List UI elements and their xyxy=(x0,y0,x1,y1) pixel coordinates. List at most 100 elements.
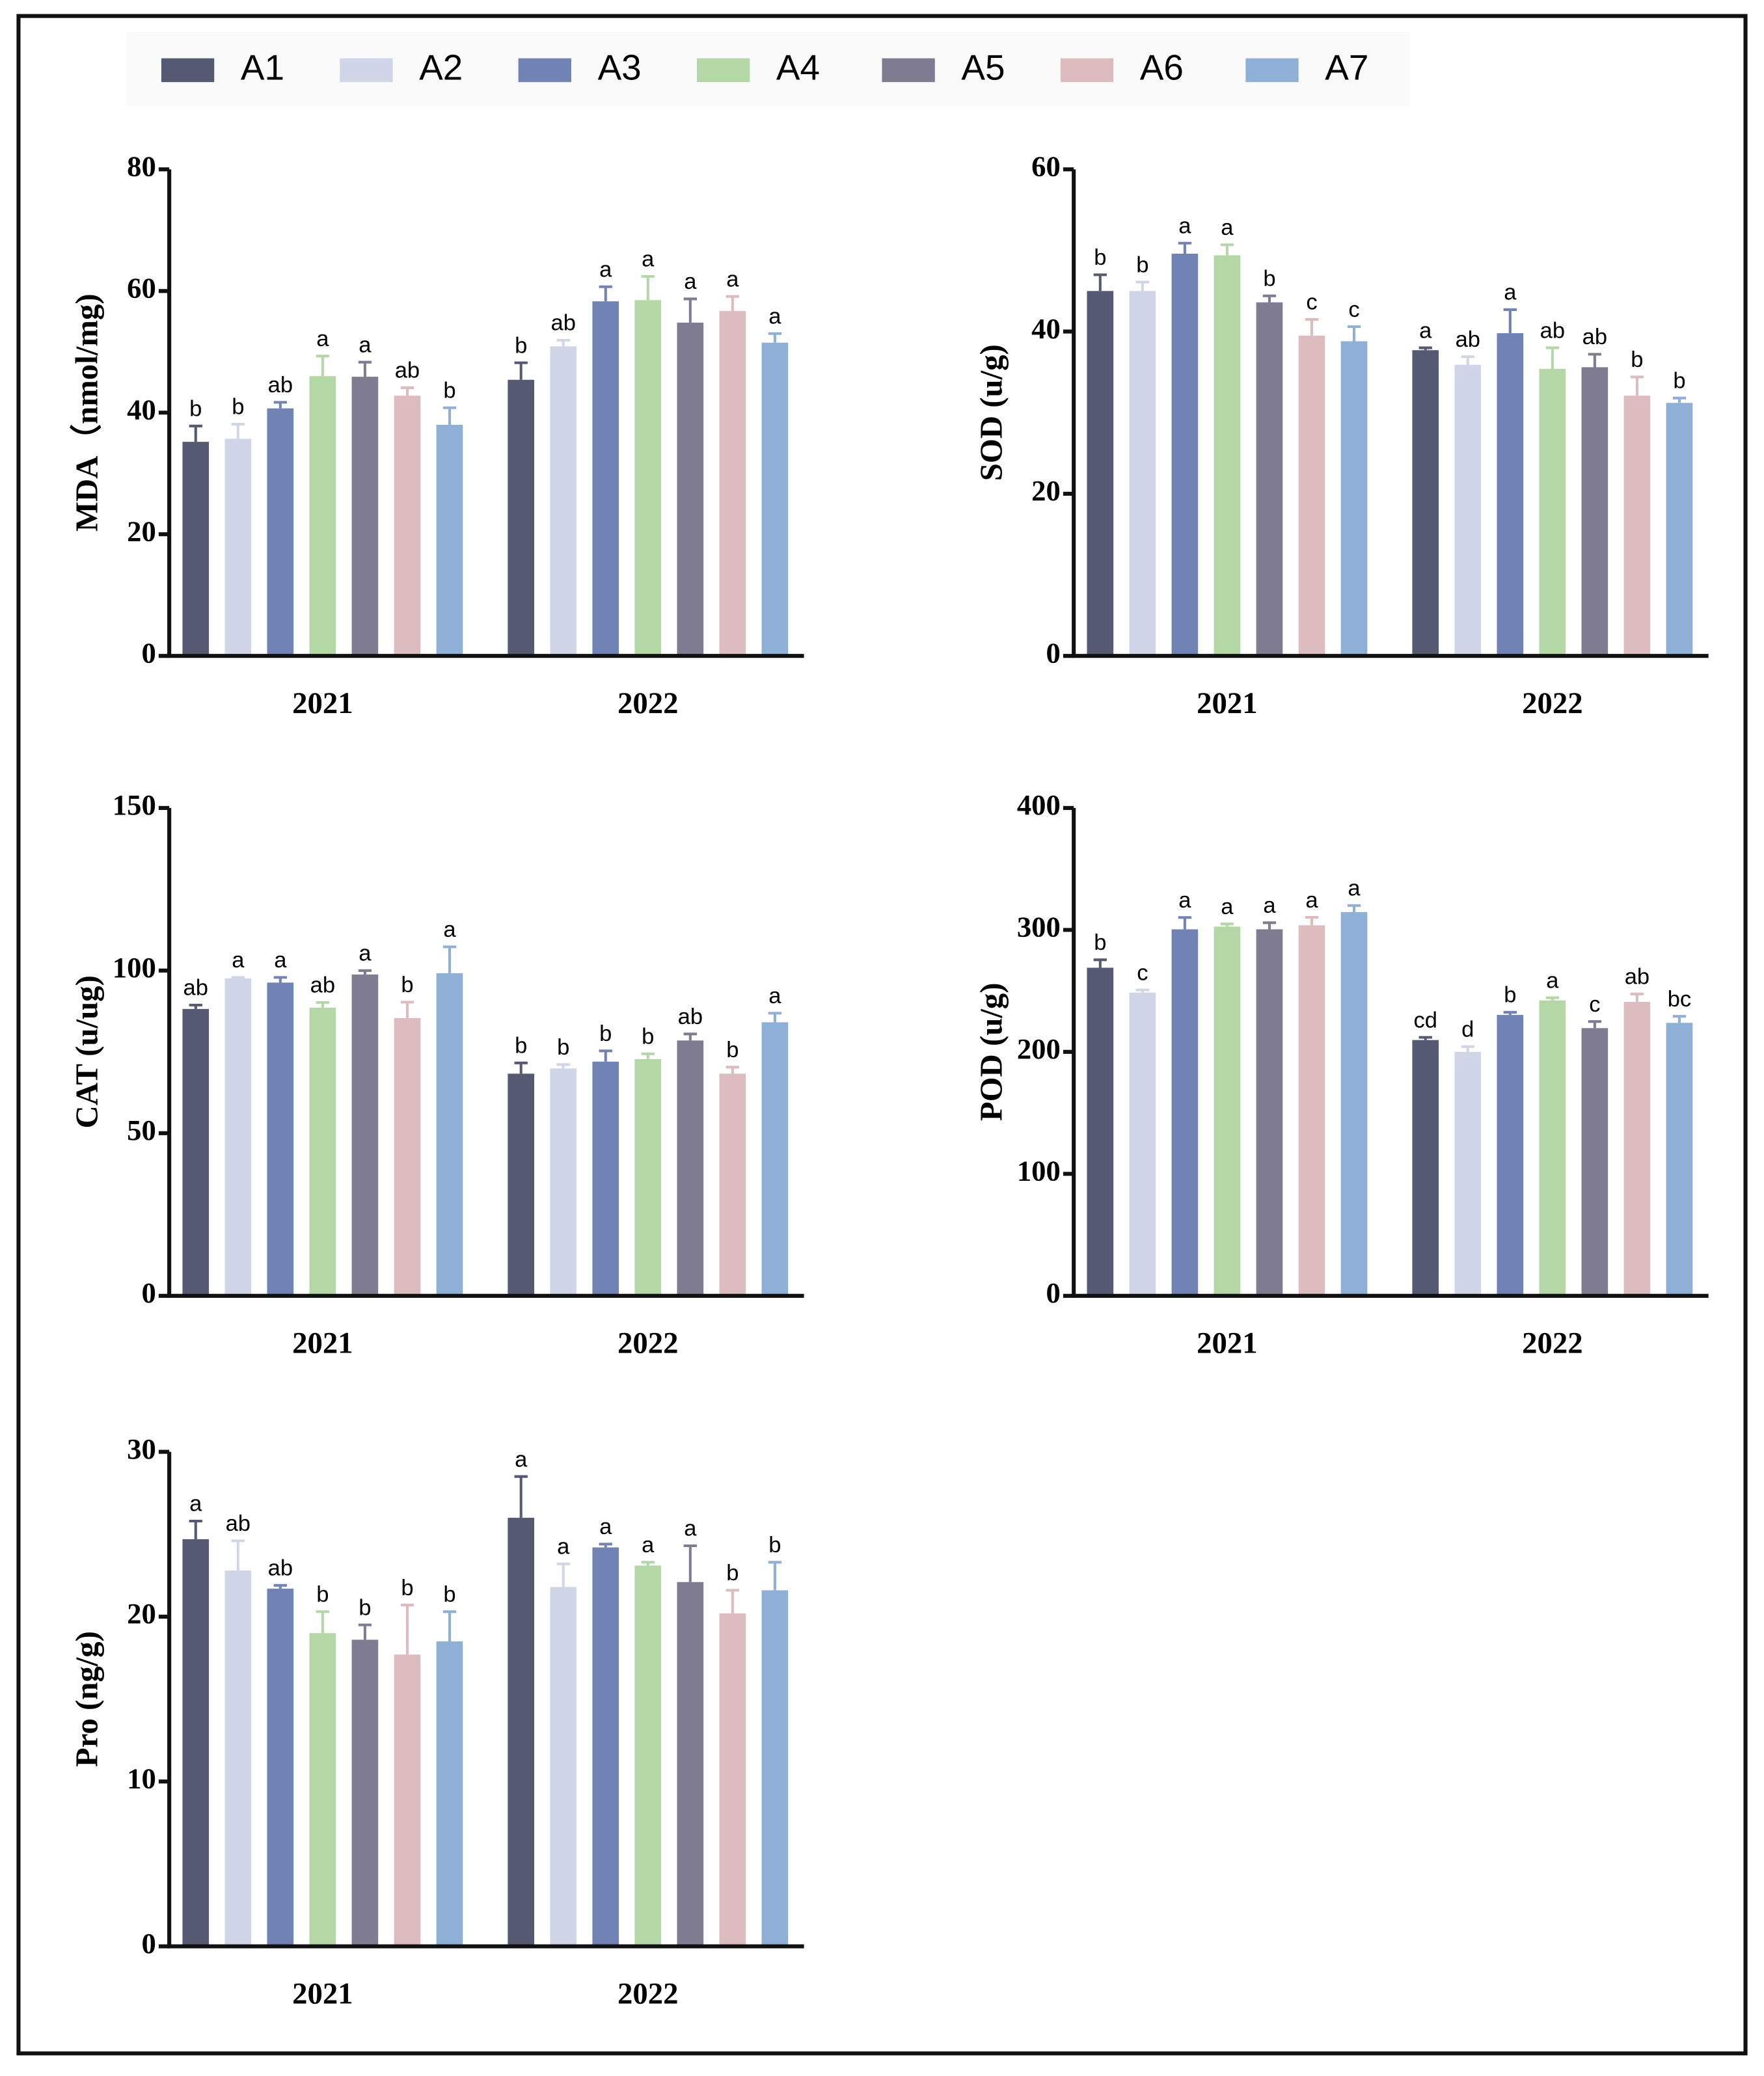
bar xyxy=(1497,333,1524,656)
y-tick-label: 0 xyxy=(141,636,156,669)
bar xyxy=(550,346,577,656)
y-tick-label: 0 xyxy=(141,1276,156,1309)
bar xyxy=(1497,1015,1524,1296)
bar xyxy=(677,322,704,656)
bar xyxy=(1412,1040,1439,1296)
x-tick-label: 2022 xyxy=(617,1327,678,1360)
error-bar xyxy=(683,1544,697,1582)
error-bar xyxy=(683,1032,697,1041)
bar xyxy=(394,1654,421,1947)
bar xyxy=(267,982,294,1296)
significance-letter: b xyxy=(557,1035,569,1060)
y-tick-label: 20 xyxy=(1031,474,1061,507)
bar xyxy=(1412,350,1439,656)
significance-letter: c xyxy=(1137,960,1148,985)
significance-letter: ab xyxy=(395,358,420,383)
bar xyxy=(719,1613,746,1947)
y-axis-title: SOD (u/g) xyxy=(973,344,1009,481)
y-tick-label: 100 xyxy=(1017,1155,1061,1187)
legend-label: A3 xyxy=(598,47,642,87)
error-bar xyxy=(189,424,202,442)
significance-letter: a xyxy=(768,984,781,1008)
significance-letter: b xyxy=(1504,983,1516,1008)
error-bar xyxy=(514,1475,528,1518)
significance-letter: a xyxy=(1263,893,1276,918)
legend-swatch xyxy=(518,58,571,83)
bar xyxy=(1129,992,1156,1296)
y-tick-label: 40 xyxy=(1031,312,1061,345)
error-bar xyxy=(726,1066,740,1074)
legend-swatch xyxy=(1245,58,1299,83)
significance-letter: a xyxy=(359,332,372,357)
error-bar xyxy=(1305,317,1319,336)
error-bar xyxy=(1588,1020,1602,1029)
bar xyxy=(1666,1023,1693,1296)
x-tick-label: 2021 xyxy=(292,1977,353,2011)
error-bar xyxy=(768,1012,782,1023)
error-bar xyxy=(1262,294,1277,303)
error-bar xyxy=(514,1061,528,1074)
significance-letter: a xyxy=(599,1515,612,1539)
error-bar xyxy=(1630,375,1644,396)
error-bar xyxy=(1262,921,1277,930)
bar xyxy=(1256,302,1283,656)
error-bar xyxy=(1093,958,1107,968)
significance-letter: a xyxy=(1178,213,1191,238)
y-axis-title: CAT (u/ug) xyxy=(69,975,104,1128)
bar xyxy=(1539,1000,1566,1296)
legend-label: A1 xyxy=(241,47,284,87)
error-bar xyxy=(1305,916,1319,926)
significance-letter: a xyxy=(443,917,456,942)
error-bar xyxy=(442,406,457,425)
error-bar xyxy=(556,1063,570,1069)
significance-letter: a xyxy=(1546,968,1559,993)
significance-letter: ab xyxy=(551,311,576,336)
significance-letter: b xyxy=(1263,267,1275,291)
significance-letter: a xyxy=(557,1535,570,1559)
bar xyxy=(719,311,746,656)
significance-letter: b xyxy=(189,397,202,422)
error-bar xyxy=(273,1584,287,1589)
bar xyxy=(508,1517,535,1947)
significance-letter: a xyxy=(1221,215,1234,240)
error-bar xyxy=(1588,353,1602,368)
bar xyxy=(394,1018,421,1296)
bar xyxy=(1454,1051,1482,1296)
bar xyxy=(182,1008,210,1296)
significance-letter: b xyxy=(768,1533,781,1557)
bar xyxy=(182,442,210,656)
y-tick-label: 40 xyxy=(127,394,156,426)
error-bar xyxy=(358,969,372,975)
error-bar xyxy=(1220,923,1234,927)
significance-letter: b xyxy=(316,1582,329,1607)
x-tick-label: 2022 xyxy=(617,686,678,720)
error-bar xyxy=(358,1623,372,1640)
error-bar xyxy=(641,1052,655,1059)
error-bar xyxy=(442,945,457,973)
significance-letter: b xyxy=(443,379,455,403)
significance-letter: ab xyxy=(183,976,208,1001)
bar xyxy=(677,1040,704,1296)
bar xyxy=(1298,335,1325,656)
axes xyxy=(1072,807,1709,1298)
legend-swatch xyxy=(882,58,935,83)
y-tick-label: 0 xyxy=(141,1927,156,1960)
error-bar xyxy=(1135,988,1150,993)
legend-label: A6 xyxy=(1140,47,1184,87)
error-bar xyxy=(189,1519,202,1539)
significance-letter: b xyxy=(1673,369,1685,394)
significance-letter: a xyxy=(274,948,287,973)
y-tick-label: 20 xyxy=(127,1597,156,1630)
bar xyxy=(1454,364,1482,656)
significance-letter: bc xyxy=(1668,987,1691,1012)
bar xyxy=(309,376,336,656)
bar xyxy=(394,396,421,656)
error-bar xyxy=(231,1539,245,1571)
significance-letter: a xyxy=(642,247,655,272)
significance-letter: a xyxy=(1348,876,1361,901)
bar xyxy=(267,1588,294,1947)
error-bar xyxy=(1220,243,1234,256)
y-tick-label: 60 xyxy=(127,272,156,304)
significance-letter: b xyxy=(1094,245,1106,270)
legend-box xyxy=(127,31,1410,106)
